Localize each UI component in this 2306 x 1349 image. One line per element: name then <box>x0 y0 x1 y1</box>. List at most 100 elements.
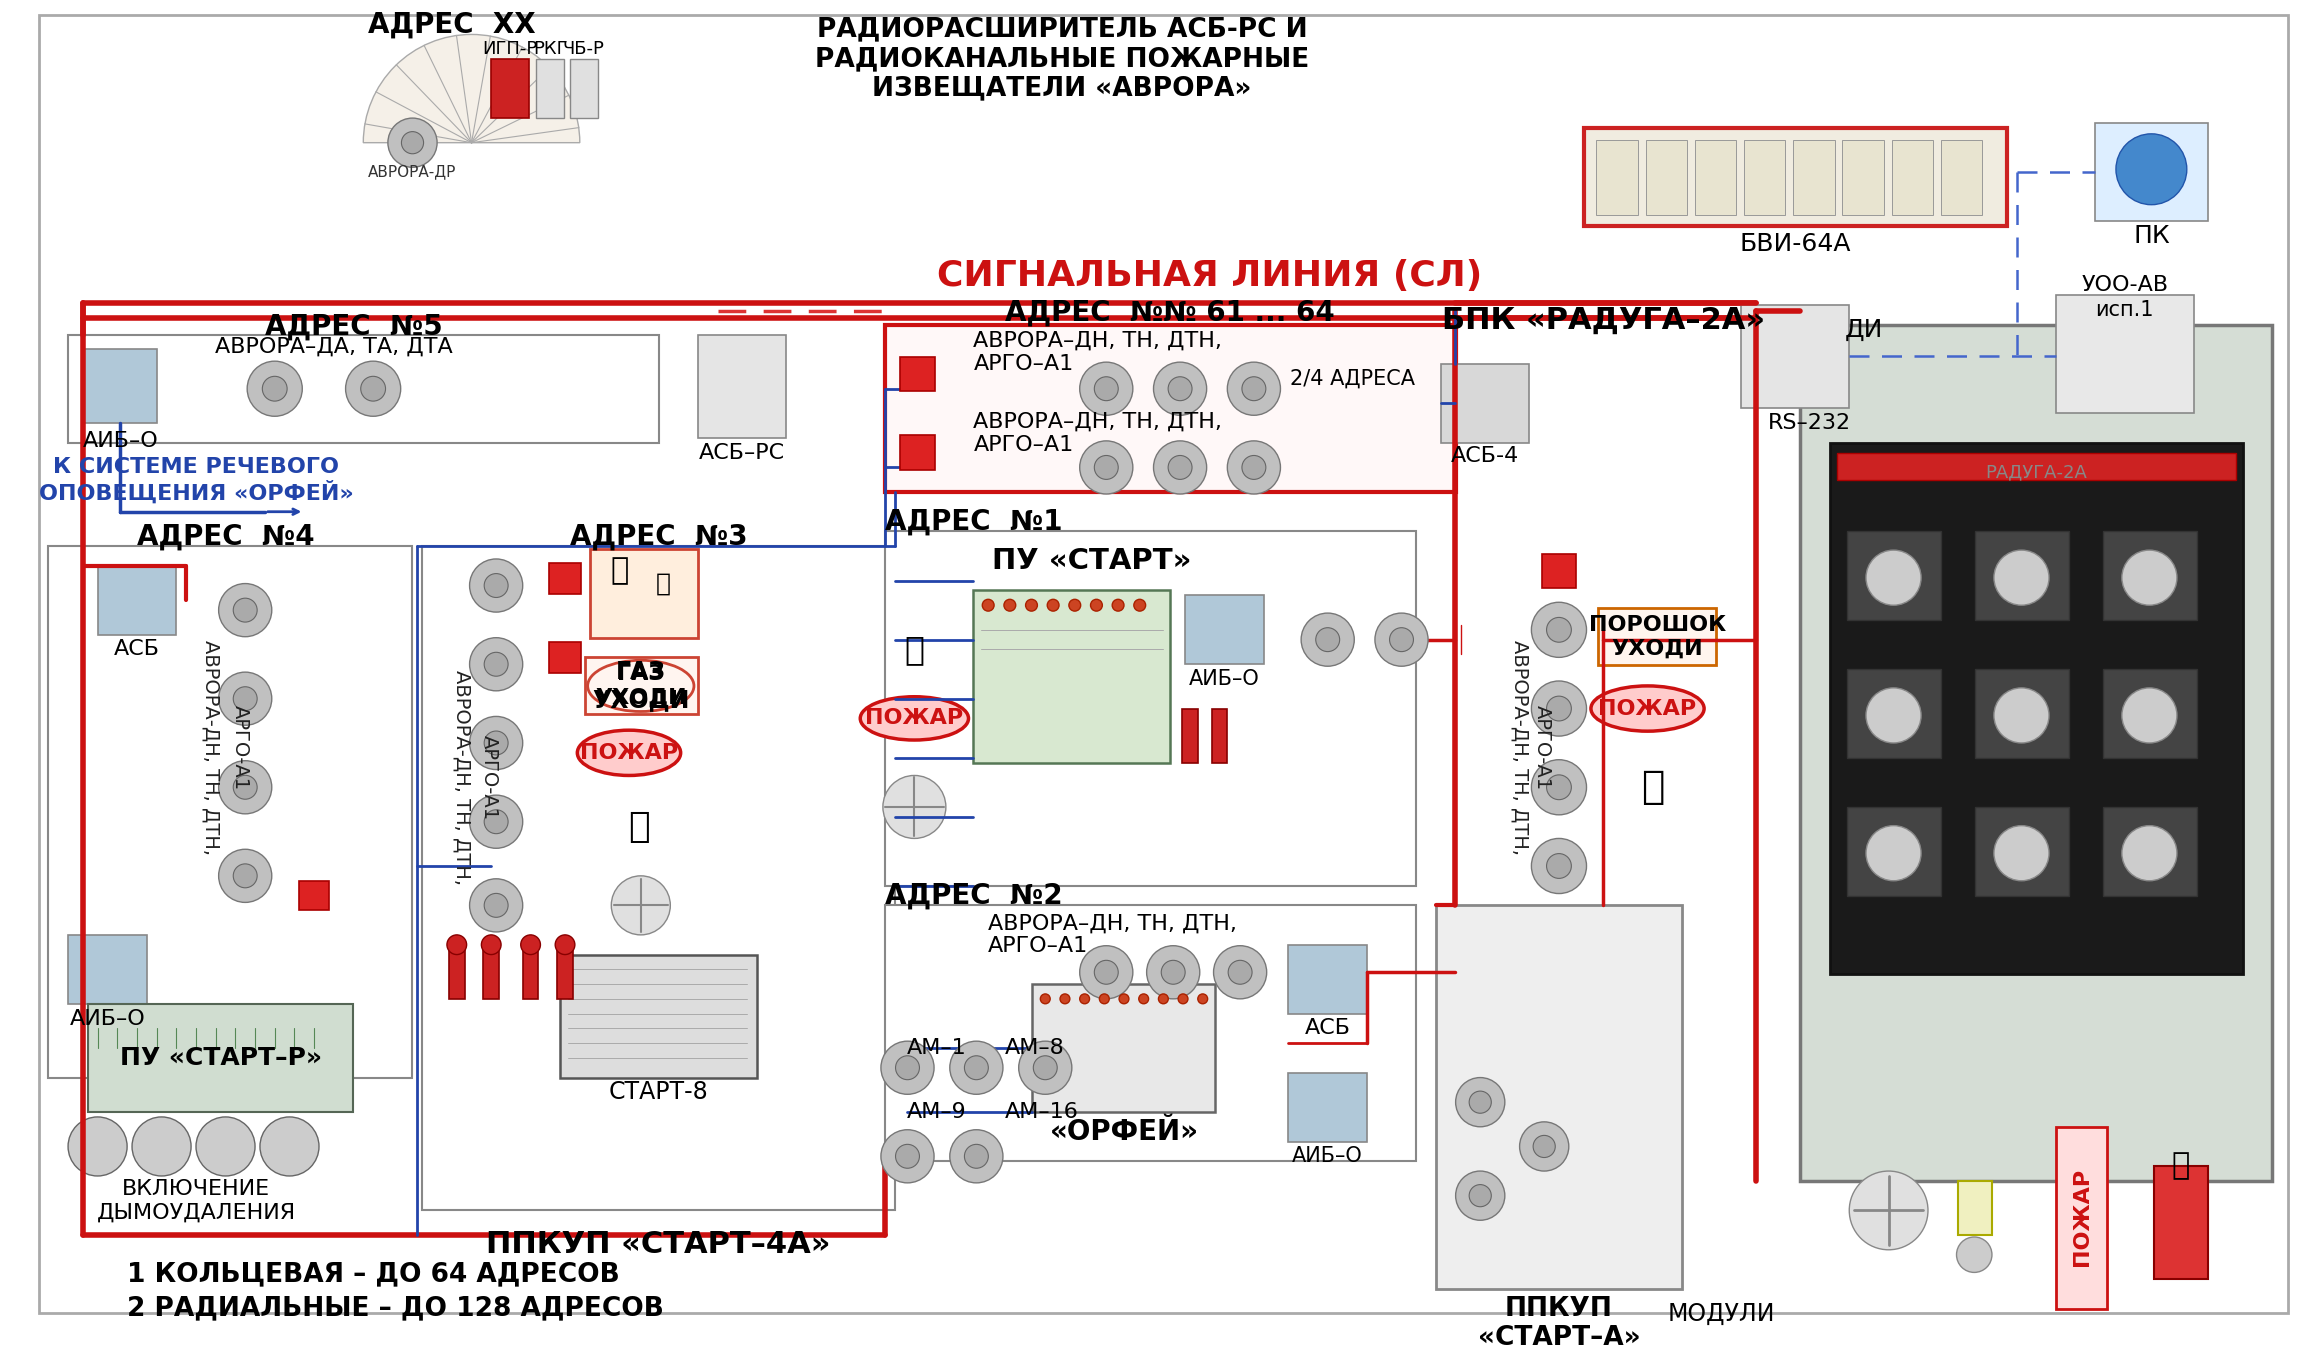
Bar <box>484 950 498 998</box>
Circle shape <box>1227 441 1280 494</box>
Text: ВКЛЮЧЕНИЕ
ДЫМОУДАЛЕНИЯ: ВКЛЮЧЕНИЕ ДЫМОУДАЛЕНИЯ <box>97 1179 295 1222</box>
Circle shape <box>1169 456 1192 479</box>
Text: «СТАРТ–А»: «СТАРТ–А» <box>1478 1325 1640 1349</box>
Circle shape <box>1079 362 1132 415</box>
Circle shape <box>346 362 401 417</box>
Circle shape <box>233 687 258 711</box>
Bar <box>537 59 565 119</box>
Text: СИГНАЛЬНАЯ ЛИНИЯ (СЛ): СИГНАЛЬНАЯ ЛИНИЯ (СЛ) <box>936 259 1483 293</box>
Circle shape <box>219 850 272 902</box>
Circle shape <box>470 558 523 612</box>
Text: RS–232: RS–232 <box>1769 413 1852 433</box>
Text: АДРЕС  №5: АДРЕС №5 <box>265 313 443 341</box>
Circle shape <box>131 1117 191 1176</box>
Bar <box>899 356 934 391</box>
Text: ГАЗ
УХОДИ: ГАЗ УХОДИ <box>593 660 689 712</box>
Bar <box>1976 669 2068 758</box>
Bar <box>1891 140 1932 214</box>
Circle shape <box>1995 826 2050 881</box>
Circle shape <box>883 776 945 839</box>
Bar <box>422 546 895 1210</box>
Circle shape <box>447 935 466 955</box>
Bar <box>699 335 786 438</box>
Circle shape <box>484 809 507 834</box>
Text: ПОЖАР: ПОЖАР <box>2071 1168 2092 1267</box>
Circle shape <box>1047 599 1058 611</box>
Circle shape <box>401 132 424 154</box>
Text: АВРОРА–ДА, ТА, ДТА: АВРОРА–ДА, ТА, ДТА <box>214 336 452 356</box>
Bar <box>549 642 581 673</box>
Text: СТАРТ-8: СТАРТ-8 <box>609 1081 708 1105</box>
Text: АДРЕС  №3: АДРЕС №3 <box>570 522 747 550</box>
Bar <box>1596 140 1637 214</box>
Text: ЧБ-Р: ЧБ-Р <box>563 40 604 58</box>
Bar <box>1976 532 2068 621</box>
Text: 🔊: 🔊 <box>1642 769 1665 807</box>
Circle shape <box>1955 1237 1992 1272</box>
Circle shape <box>484 731 507 755</box>
Circle shape <box>611 876 671 935</box>
Bar <box>2154 1166 2209 1279</box>
Bar <box>1183 708 1197 762</box>
Circle shape <box>1169 376 1192 401</box>
Wedge shape <box>364 35 579 143</box>
Bar <box>973 591 1169 762</box>
Circle shape <box>1197 994 1208 1004</box>
Bar <box>491 59 528 119</box>
Text: АИБ–О: АИБ–О <box>69 1009 145 1028</box>
Text: АСБ: АСБ <box>1305 1018 1351 1039</box>
Text: АВРОРА-ДН, ТН, ДТН,: АВРОРА-ДН, ТН, ДТН, <box>452 670 470 885</box>
Circle shape <box>387 119 438 167</box>
Ellipse shape <box>1591 685 1704 731</box>
Text: РАДИОКАНАЛЬНЫЕ ПОЖАРНЫЕ: РАДИОКАНАЛЬНЫЕ ПОЖАРНЫЕ <box>814 46 1310 71</box>
Text: ПУ «СТАРТ»: ПУ «СТАРТ» <box>992 546 1192 575</box>
Circle shape <box>881 1129 934 1183</box>
Circle shape <box>484 893 507 917</box>
Text: ПОЖАР: ПОЖАР <box>865 708 964 728</box>
Bar <box>2057 295 2193 413</box>
Bar <box>1543 553 1577 588</box>
Bar <box>899 436 934 469</box>
Circle shape <box>1162 960 1185 985</box>
Circle shape <box>556 935 574 955</box>
Text: РАДУГА-2А: РАДУГА-2А <box>1985 463 2087 482</box>
Circle shape <box>1019 1041 1072 1094</box>
Circle shape <box>1849 1171 1928 1249</box>
Circle shape <box>1061 994 1070 1004</box>
Text: АВРОРА–ДН, ТН, ДТН,
АРГО–А1: АВРОРА–ДН, ТН, ДТН, АРГО–А1 <box>989 913 1236 956</box>
Text: 1 КОЛЬЦЕВАЯ – ДО 64 АДРЕСОВ: 1 КОЛЬЦЕВАЯ – ДО 64 АДРЕСОВ <box>127 1261 620 1287</box>
Ellipse shape <box>588 660 694 711</box>
Circle shape <box>1118 994 1130 1004</box>
Circle shape <box>2122 826 2177 881</box>
Text: 2 РАДИАЛЬНЫЕ – ДО 128 АДРЕСОВ: 2 РАДИАЛЬНЫЕ – ДО 128 АДРЕСОВ <box>127 1296 664 1322</box>
Circle shape <box>1547 618 1570 642</box>
Text: ДИ: ДИ <box>1845 317 1884 341</box>
Circle shape <box>1469 1184 1492 1207</box>
Text: АВРОРА–ДН, ТН, ДТН,
АРГО–А1: АВРОРА–ДН, ТН, ДТН, АРГО–А1 <box>973 331 1222 374</box>
Circle shape <box>950 1041 1003 1094</box>
Circle shape <box>895 1056 920 1079</box>
Circle shape <box>1531 602 1587 657</box>
Text: РКГ: РКГ <box>533 40 567 58</box>
Circle shape <box>950 1129 1003 1183</box>
Text: АМ–1: АМ–1 <box>906 1037 966 1058</box>
Bar <box>1801 325 2271 1180</box>
Circle shape <box>1003 599 1015 611</box>
Bar <box>560 955 756 1078</box>
Text: АДРЕС  XX: АДРЕС XX <box>369 11 535 39</box>
Bar <box>1211 708 1227 762</box>
Text: ПОРОШОК
УХОДИ: ПОРОШОК УХОДИ <box>1589 615 1725 658</box>
Circle shape <box>219 584 272 637</box>
Circle shape <box>1455 1078 1506 1126</box>
Circle shape <box>1469 1091 1492 1113</box>
Text: ППКУП: ППКУП <box>1506 1296 1612 1322</box>
Text: АМ–9: АМ–9 <box>906 1102 966 1122</box>
Text: АДРЕС  №2: АДРЕС №2 <box>886 881 1063 909</box>
Text: АИБ–О: АИБ–О <box>1190 669 1259 689</box>
Text: «ОРФЕЙ»: «ОРФЕЙ» <box>1049 1118 1199 1145</box>
Bar <box>1584 128 2006 227</box>
Text: УОО-АВ: УОО-АВ <box>2082 275 2168 295</box>
Text: АВРОРА-ДН, ТН, ДТН,: АВРОРА-ДН, ТН, ДТН, <box>1510 641 1529 855</box>
Bar <box>2096 123 2209 221</box>
Bar <box>1695 140 1736 214</box>
